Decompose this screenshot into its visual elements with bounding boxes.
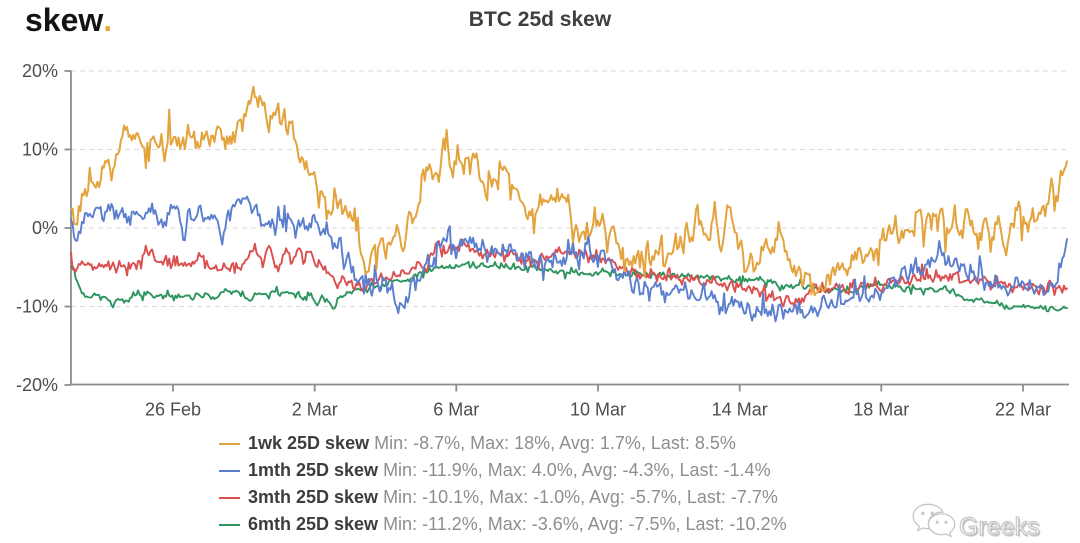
svg-text:22 Mar: 22 Mar bbox=[995, 400, 1051, 420]
svg-text:10 Mar: 10 Mar bbox=[570, 400, 626, 420]
svg-text:26 Feb: 26 Feb bbox=[145, 400, 201, 420]
svg-text:18 Mar: 18 Mar bbox=[853, 400, 909, 420]
svg-text:2 Mar: 2 Mar bbox=[292, 400, 338, 420]
svg-text:6 Mar: 6 Mar bbox=[433, 400, 479, 420]
svg-text:0%: 0% bbox=[32, 218, 58, 238]
svg-text:20%: 20% bbox=[22, 61, 58, 81]
svg-text:14 Mar: 14 Mar bbox=[712, 400, 768, 420]
svg-text:10%: 10% bbox=[22, 140, 58, 160]
svg-text:-20%: -20% bbox=[16, 375, 58, 395]
svg-text:-10%: -10% bbox=[16, 297, 58, 317]
